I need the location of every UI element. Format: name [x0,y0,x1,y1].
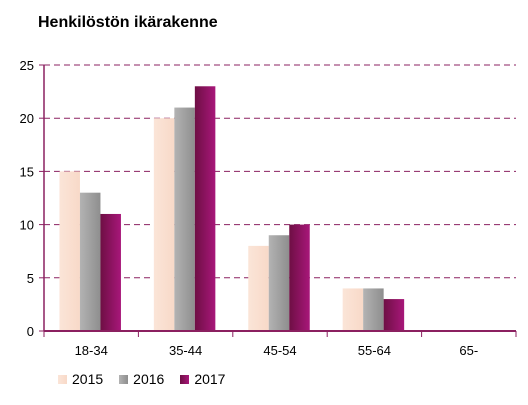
legend-swatch [180,374,190,384]
legend-swatch [58,374,67,384]
legend-label: 2015 [72,371,104,387]
legend-label: 2017 [194,371,226,387]
bar-2016-45-54 [268,235,290,331]
y-tick-label: 15 [20,164,34,179]
chart-title: Henkilöstön ikärakenne [38,14,218,31]
bar-2016-35-44 [174,107,195,331]
bar-2016-55-64 [363,288,384,331]
bar-2015-18-34 [59,171,80,331]
x-tick-label: 45-54 [263,343,296,358]
bar-2017-45-54 [289,224,310,331]
y-tick-label: 25 [20,58,34,73]
legend-item-2015: 2015 [58,371,103,387]
y-tick-label: 0 [27,324,34,339]
bar-2016-18-34 [79,192,101,331]
y-tick-label: 5 [27,271,34,286]
legend-item-2017: 2017 [180,371,225,387]
x-tick-label: 35-44 [169,343,202,358]
legend: 2015 2016 2017 [58,371,225,387]
x-tick-label: 65- [459,343,478,358]
legend-item-2016: 2016 [119,371,164,387]
x-tick-label: 55-64 [358,343,391,358]
bar-2017-55-64 [383,299,405,331]
x-tick-label: 18-34 [75,343,108,358]
legend-swatch [119,374,129,384]
bar-2015-45-54 [248,245,269,331]
legend-label: 2016 [133,371,165,387]
bar-2017-18-34 [100,213,121,331]
bar-2017-35-44 [194,86,216,331]
bar-2015-55-64 [342,288,364,331]
bar-2015-35-44 [153,118,175,331]
y-tick-label: 10 [20,218,34,233]
y-tick-label: 20 [20,111,34,126]
